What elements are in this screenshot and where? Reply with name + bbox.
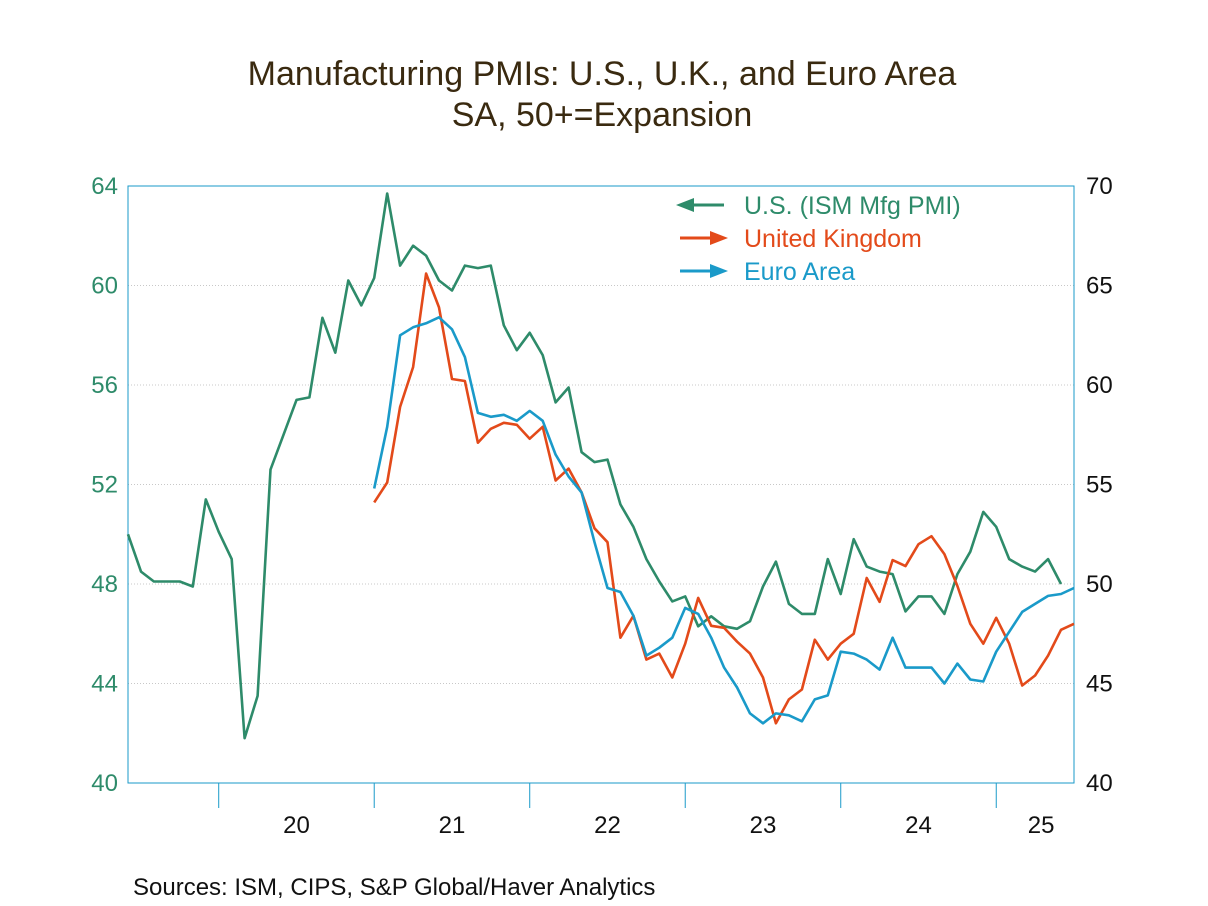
x-tick-label: 25 [1028, 812, 1055, 839]
legend-item: U.S. (ISM Mfg PMI) [676, 192, 961, 220]
plot-frame [127, 185, 1075, 784]
legend-item: Euro Area [680, 258, 855, 286]
source-note: Sources: ISM, CIPS, S&P Global/Haver Ana… [133, 874, 655, 901]
left-tick-label: 64 [91, 173, 118, 200]
right-tick-label: 60 [1086, 372, 1113, 399]
legend-label: Euro Area [744, 258, 855, 286]
x-tick-label: 20 [283, 812, 310, 839]
series-line-1 [373, 272, 1075, 725]
legend-arrow-icon [710, 264, 728, 278]
legend-label: United Kingdom [744, 225, 922, 253]
left-tick-label: 60 [91, 273, 118, 300]
x-tick-label: 23 [750, 812, 777, 839]
right-tick-label: 65 [1086, 273, 1113, 300]
right-tick-label: 55 [1086, 472, 1113, 499]
left-tick-label: 56 [91, 372, 118, 399]
x-tick-label: 21 [439, 812, 466, 839]
right-axis: 70 65 60 55 50 45 40 [1086, 173, 1113, 797]
right-tick-label: 40 [1086, 770, 1113, 797]
x-axis: 20 21 22 23 24 25 [218, 783, 1055, 839]
left-axis: 64 60 56 52 48 44 40 [91, 173, 118, 797]
series-lines [126, 192, 1075, 740]
x-tick-label: 22 [594, 812, 621, 839]
left-tick-label: 52 [91, 472, 118, 499]
legend-arrow-icon [676, 198, 694, 212]
legend-arrow-icon [710, 231, 728, 245]
left-tick-label: 48 [91, 571, 118, 598]
right-tick-label: 45 [1086, 671, 1113, 698]
left-tick-label: 44 [91, 671, 118, 698]
x-tick-label: 24 [905, 812, 932, 839]
legend: U.S. (ISM Mfg PMI) United Kingdom Euro Are… [676, 192, 961, 286]
chart-subtitle: SA, 50+=Expansion [452, 96, 753, 134]
legend-item: United Kingdom [680, 225, 922, 253]
left-tick-label: 40 [91, 770, 118, 797]
chart-title: Manufacturing PMIs: U.S., U.K., and Euro… [248, 55, 957, 93]
series-line-0 [126, 192, 1063, 740]
series-line-2 [372, 315, 1075, 725]
right-tick-label: 50 [1086, 571, 1113, 598]
right-tick-label: 70 [1086, 173, 1113, 200]
legend-label: U.S. (ISM Mfg PMI) [744, 192, 961, 220]
